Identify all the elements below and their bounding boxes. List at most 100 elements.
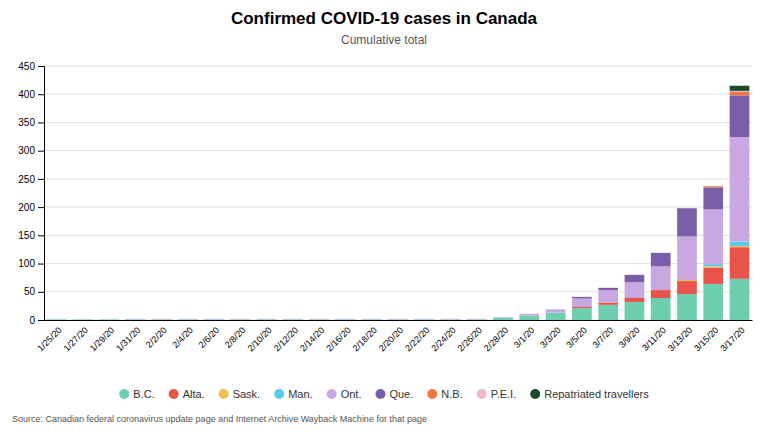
legend-label: N.B.	[441, 388, 462, 400]
x-tick: 3/5/20	[564, 320, 589, 350]
bar	[336, 319, 356, 320]
bar	[677, 236, 697, 279]
bar	[651, 252, 671, 253]
bar	[572, 296, 592, 297]
bar	[152, 318, 172, 320]
bar	[546, 309, 566, 312]
bar	[47, 319, 67, 320]
x-tick: 3/1/20	[512, 320, 537, 350]
bar	[152, 318, 172, 319]
bar	[467, 319, 487, 320]
bar	[99, 319, 119, 320]
bar	[178, 318, 198, 319]
bar	[677, 208, 697, 236]
x-tick: 1/25/20	[35, 320, 63, 353]
y-tick-label: 50	[24, 286, 36, 297]
x-tick: 2/12/20	[272, 320, 300, 353]
bar	[572, 296, 592, 297]
bar	[309, 319, 329, 320]
bar	[336, 318, 356, 319]
bar	[283, 318, 303, 320]
series-bars	[572, 95, 749, 298]
x-tick: 3/13/20	[666, 320, 694, 353]
series-bars	[703, 92, 749, 187]
bar	[283, 318, 303, 319]
x-tick: 1/27/20	[62, 320, 90, 353]
bar	[572, 297, 592, 299]
bar	[283, 318, 303, 319]
bar	[730, 242, 750, 247]
bar	[467, 319, 487, 320]
bar	[493, 317, 513, 318]
bar	[152, 319, 172, 320]
bar	[546, 309, 566, 310]
legend-item: Ont.	[327, 388, 362, 400]
bar	[441, 319, 461, 320]
bar	[441, 318, 461, 319]
y-tick-label: 200	[18, 202, 35, 213]
y-tick-mark	[38, 122, 44, 123]
bar	[204, 318, 224, 319]
legend-label: B.C.	[133, 388, 154, 400]
legend-label: Ont.	[341, 388, 362, 400]
bar	[231, 318, 251, 319]
bar	[520, 313, 540, 314]
x-tick-label: 3/5/20	[564, 325, 589, 350]
x-tick-label: 3/11/20	[640, 325, 668, 353]
bar	[730, 246, 750, 247]
x-tick: 2/20/20	[377, 320, 405, 353]
bar	[467, 318, 487, 320]
bar	[362, 318, 382, 319]
bar	[204, 319, 224, 320]
bar	[257, 318, 277, 319]
legend-item: Repatriated travellers	[530, 388, 649, 400]
bar	[178, 319, 198, 320]
x-tick: 3/17/20	[718, 320, 746, 353]
bar	[152, 318, 172, 319]
x-tick-label: 3/1/20	[512, 325, 537, 350]
bar	[125, 318, 145, 319]
x-tick: 1/29/20	[88, 320, 116, 353]
bar	[677, 208, 697, 209]
bar	[651, 290, 671, 298]
bar	[625, 302, 645, 320]
bar	[703, 268, 723, 284]
bar	[388, 319, 408, 320]
bar	[651, 252, 671, 253]
bar	[414, 318, 434, 319]
bar	[125, 318, 145, 320]
y-tick-label: 450	[18, 61, 35, 72]
x-tick-label: 2/16/20	[324, 325, 352, 353]
bar	[178, 318, 198, 320]
x-tick: 3/11/20	[640, 320, 668, 353]
bar	[625, 282, 645, 298]
bar	[467, 318, 487, 319]
y-tick-label: 0	[29, 315, 35, 326]
y-tick-label: 250	[18, 174, 35, 185]
bar	[99, 319, 119, 320]
bar	[73, 319, 93, 320]
x-tick-label: 2/4/20	[170, 325, 195, 350]
bar	[493, 317, 513, 318]
bar	[677, 208, 697, 209]
legend-item: Alta.	[169, 388, 205, 400]
bar	[598, 305, 618, 320]
x-tick-label: 2/2/20	[144, 325, 169, 350]
legend-marker	[219, 389, 229, 399]
bar	[309, 318, 329, 319]
bars	[47, 86, 750, 320]
bar	[231, 318, 251, 319]
bar	[283, 319, 303, 320]
bar	[47, 319, 67, 320]
legend-item: Que.	[375, 388, 413, 400]
bar	[125, 318, 145, 319]
bar	[99, 319, 119, 320]
x-tick-label: 3/13/20	[666, 325, 694, 353]
legend-marker	[530, 389, 540, 399]
legend-label: P.E.I.	[491, 388, 516, 400]
grid-line	[44, 94, 752, 95]
bar	[625, 274, 645, 275]
bar	[625, 275, 645, 282]
bar	[414, 319, 434, 320]
bar	[414, 319, 434, 320]
